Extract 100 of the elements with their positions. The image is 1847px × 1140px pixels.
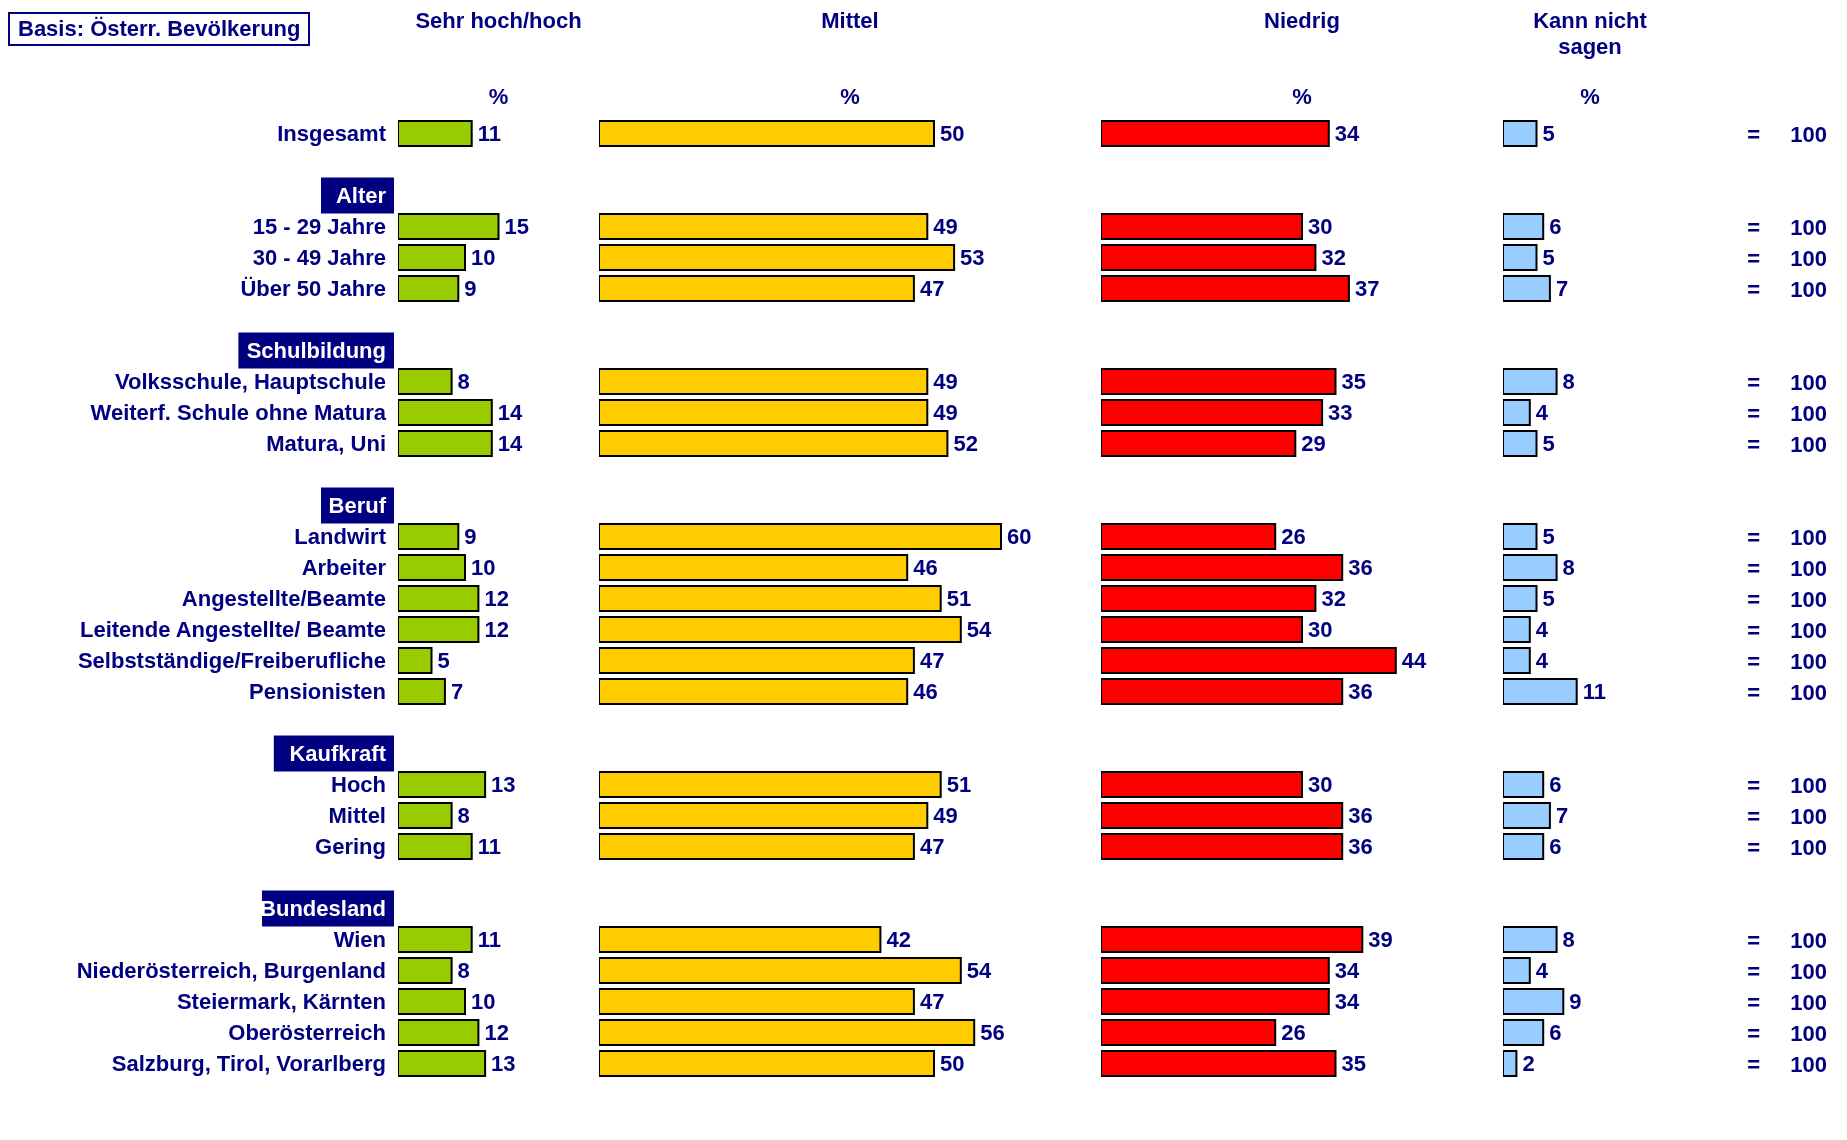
bar	[599, 244, 956, 271]
data-label: 30	[1308, 617, 1333, 643]
text: Basis: Österr. Bevölkerung	[8, 12, 311, 46]
text: = 100	[1747, 555, 1827, 582]
bar	[1101, 554, 1344, 581]
chart-subtitle: %	[488, 84, 509, 110]
y-tick-label: Arbeiter	[301, 555, 387, 581]
text: = 100	[1747, 648, 1827, 675]
bar	[1101, 802, 1344, 829]
text: = 100	[1747, 803, 1827, 830]
chart-subtitle: %	[1580, 84, 1600, 110]
data-label: 8	[457, 958, 470, 984]
data-label: 9	[464, 276, 477, 302]
bar	[599, 616, 962, 643]
bar	[398, 399, 493, 426]
data-label: 30	[1308, 772, 1333, 798]
chart-title: Mittel	[821, 8, 879, 35]
data-label: 4	[1535, 958, 1549, 984]
data-label: 5	[1542, 121, 1555, 147]
text: = 100	[1747, 400, 1827, 427]
data-label: 11	[477, 927, 501, 953]
text: = 100	[1747, 524, 1827, 551]
data-label: 42	[886, 927, 911, 953]
y-tick-label: Pensionisten	[249, 679, 386, 705]
bar	[1503, 275, 1551, 302]
data-label: 12	[484, 617, 509, 643]
data-label: 6	[1549, 1020, 1562, 1046]
bar	[1503, 399, 1531, 426]
bar	[1503, 430, 1538, 457]
data-label: 35	[1341, 369, 1366, 395]
y-tick-label: Steiermark, Kärnten	[176, 989, 386, 1015]
data-label: 36	[1348, 803, 1373, 829]
bar	[599, 1050, 935, 1077]
chart-title: Kann nicht sagen	[1532, 8, 1648, 61]
data-label: 8	[1562, 369, 1575, 395]
bar	[599, 120, 935, 147]
bar	[1101, 523, 1277, 550]
data-label: 7	[1555, 276, 1569, 302]
data-label: 52	[953, 431, 978, 457]
chart-title: Niedrig	[1264, 8, 1340, 35]
bar	[1503, 957, 1531, 984]
bar	[1101, 647, 1397, 674]
data-label: 26	[1281, 1020, 1306, 1046]
bar	[599, 275, 915, 302]
data-label: 11	[477, 121, 501, 147]
data-label: 34	[1334, 958, 1361, 984]
bar	[1503, 244, 1538, 271]
y-tick-label: Gering	[315, 834, 386, 860]
data-label: 11	[477, 834, 501, 860]
bar	[398, 833, 473, 860]
bar	[398, 1050, 487, 1077]
data-label: 47	[919, 834, 945, 860]
text: = 100	[1747, 772, 1827, 799]
y-tick-label: Wien	[333, 927, 386, 953]
bar	[1503, 554, 1558, 581]
text: = 100	[1747, 679, 1827, 706]
bar	[1503, 647, 1531, 674]
data-label: 4	[1535, 648, 1549, 674]
bar	[599, 647, 915, 674]
data-label: 49	[933, 400, 958, 426]
bar	[1101, 616, 1303, 643]
bar	[1101, 213, 1303, 240]
data-label: 36	[1348, 555, 1373, 581]
y-tick-label: Hoch	[331, 772, 386, 798]
data-label: 12	[484, 586, 509, 612]
text: = 100	[1747, 958, 1827, 985]
data-label: 50	[940, 121, 965, 147]
data-label: 54	[966, 617, 993, 643]
data-label: 32	[1321, 586, 1346, 612]
bar	[599, 399, 929, 426]
data-label: 26	[1281, 524, 1306, 550]
y-tick-label: 30 - 49 Jahre	[252, 245, 386, 271]
data-label: 10	[471, 245, 496, 271]
bar	[398, 957, 453, 984]
data-label: 7	[1555, 803, 1569, 829]
bar	[1503, 833, 1545, 860]
data-label: 44	[1401, 648, 1428, 674]
bar	[398, 585, 480, 612]
data-label: 8	[1562, 927, 1575, 953]
data-label: 14	[497, 431, 524, 457]
data-label: 47	[919, 648, 945, 674]
data-label: 46	[913, 679, 938, 705]
bar	[398, 244, 466, 271]
y-tick-label: Niederösterreich, Burgenland	[76, 958, 386, 984]
y-tick-label: Schulbildung	[246, 338, 386, 364]
bar	[398, 988, 466, 1015]
bar	[1101, 1019, 1277, 1046]
y-tick-label: Landwirt	[294, 524, 387, 550]
data-label: 34	[1334, 989, 1361, 1015]
bar	[1101, 771, 1303, 798]
data-label: 49	[933, 369, 958, 395]
data-label: 14	[497, 400, 524, 426]
data-label: 9	[464, 524, 477, 550]
bar	[599, 957, 962, 984]
data-label: 8	[457, 369, 470, 395]
bar	[398, 523, 460, 550]
y-tick-label: Matura, Uni	[266, 431, 386, 457]
y-tick-label: Leitende Angestellte/ Beamte	[79, 617, 386, 643]
bar	[398, 120, 473, 147]
data-label: 5	[1542, 586, 1555, 612]
